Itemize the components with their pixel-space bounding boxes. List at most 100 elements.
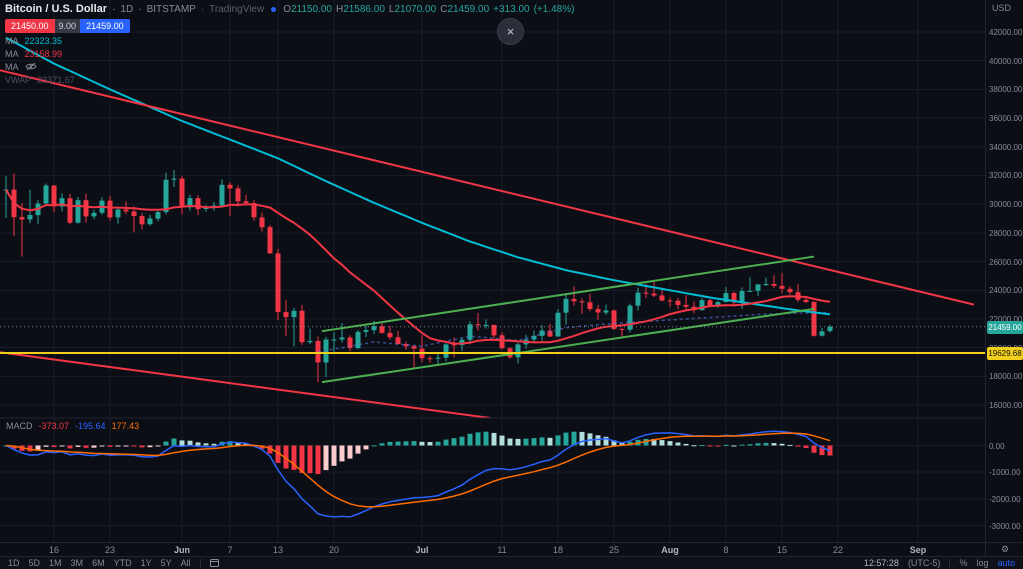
chart-area[interactable]: Bitcoin / U.S. Dollar · 1D · BITSTAMP · …: [0, 0, 985, 542]
macd-tick-label: -2000.00: [989, 495, 1021, 504]
time-tick-label: 23: [104, 545, 116, 555]
candlestick-chart[interactable]: [0, 0, 985, 542]
range-5y-button[interactable]: 5Y: [160, 558, 172, 568]
spread-value: 9.00: [54, 19, 81, 33]
price-tick-label: 30000.00: [989, 200, 1023, 209]
open-value: 21150.00: [290, 3, 332, 15]
price-tick-label: 40000.00: [989, 57, 1023, 66]
log-scale-button[interactable]: log: [976, 558, 989, 568]
symbol-title[interactable]: Bitcoin / U.S. Dollar: [5, 3, 108, 15]
vwap-label: VWAP: [5, 75, 32, 85]
symbol-row: Bitcoin / U.S. Dollar · 1D · BITSTAMP · …: [5, 3, 574, 15]
open-label: O: [283, 3, 291, 15]
separator: ·: [200, 3, 205, 15]
low-label: L: [388, 3, 395, 15]
price-tick-label: 28000.00: [989, 229, 1023, 238]
ma-label: MA: [5, 49, 19, 59]
range-1y-button[interactable]: 1Y: [140, 558, 152, 568]
range-5d-button[interactable]: 5D: [28, 558, 41, 568]
macd-signal-value: 177.43: [111, 421, 140, 431]
buy-price-button[interactable]: 21459.00: [80, 19, 130, 33]
vwap-row[interactable]: VWAP 23371.67: [5, 75, 574, 85]
close-label: C: [440, 3, 448, 15]
high-value: 21586.00: [343, 3, 385, 15]
macd-legend[interactable]: MACD -373.07 -195.64 177.43: [6, 421, 139, 431]
low-value: 21070.00: [394, 3, 437, 15]
time-tick-label: Aug: [661, 545, 679, 555]
time-tick-label: 11: [497, 545, 507, 555]
macd-tick-label: 0.00: [989, 442, 1005, 451]
change-percent: (+1.48%): [533, 3, 575, 15]
price-tick-label: 16000.00: [989, 401, 1023, 410]
high-label: H: [335, 3, 344, 15]
change-value: +313.00: [493, 3, 530, 15]
time-tick-label: 15: [776, 545, 788, 555]
time-tick-label: Sep: [909, 545, 927, 555]
chart-legend: Bitcoin / U.S. Dollar · 1D · BITSTAMP · …: [5, 3, 574, 85]
yellow-level-label: 19629.68: [987, 347, 1023, 360]
time-tick-label: 25: [608, 545, 620, 555]
eye-hidden-icon[interactable]: [24, 62, 37, 73]
interval-label[interactable]: 1D: [120, 3, 134, 15]
toolbar-divider: [949, 558, 951, 568]
range-6m-button[interactable]: 6M: [92, 558, 105, 568]
market-status-dot: [271, 6, 277, 12]
separator: ·: [138, 3, 142, 15]
ma-teal-value: 22323.35: [24, 36, 63, 46]
macd-tick-label: -3000.00: [989, 522, 1021, 531]
range-all-button[interactable]: All: [180, 558, 191, 568]
range-ytd-button[interactable]: YTD: [113, 558, 132, 568]
ma-hidden-row[interactable]: MA: [5, 62, 574, 72]
price-axis[interactable]: USD 42000.00 40000.00 38000.00 36000.00 3400…: [985, 0, 1023, 556]
price-tick-label: 24000.00: [989, 286, 1023, 295]
close-value: 21459.00: [447, 3, 490, 15]
clock[interactable]: 12:57:28: [863, 558, 899, 568]
currency-label[interactable]: USD: [992, 3, 1012, 13]
price-tick-label: 22000.00: [989, 315, 1023, 324]
ma-label: MA: [5, 36, 19, 46]
time-tick-label: 20: [328, 545, 340, 555]
range-1m-button[interactable]: 1M: [49, 558, 62, 568]
close-button[interactable]: ×: [497, 18, 524, 45]
price-tick-label: 32000.00: [989, 171, 1023, 180]
time-tick-label: 16: [48, 545, 60, 555]
timezone-label[interactable]: (UTC-5): [907, 558, 941, 568]
axis-settings-icon[interactable]: ⚙: [986, 542, 1023, 556]
sell-price-button[interactable]: 21450.00: [5, 19, 55, 33]
price-tick-label: 38000.00: [989, 85, 1023, 94]
bottom-toolbar: 1D 5D 1M 3M 6M YTD 1Y 5Y All 12:57:28 (U…: [0, 556, 1023, 569]
ma-red-row[interactable]: MA 23158.99: [5, 49, 574, 59]
macd-tick-label: -1000.00: [989, 468, 1021, 477]
macd-line-value: -195.64: [75, 421, 106, 431]
price-tick-label: 36000.00: [989, 114, 1023, 123]
trade-buttons: 21450.00 9.00 21459.00: [5, 19, 130, 33]
ohlc-values: O21150.00 H21586.00 L21070.00 C21459.00 …: [283, 4, 574, 15]
price-tick-label: 34000.00: [989, 143, 1023, 152]
ma-red-value: 23158.99: [24, 49, 63, 59]
range-1d-button[interactable]: 1D: [8, 558, 20, 568]
ma-teal-row[interactable]: MA 22323.35: [5, 36, 574, 46]
price-tick-label: 42000.00: [989, 28, 1023, 37]
vwap-value: 23371.67: [37, 75, 75, 85]
percent-scale-button[interactable]: %: [959, 558, 968, 568]
toolbar-divider: [199, 558, 201, 568]
time-tick-label: 18: [552, 545, 564, 555]
time-tick-label: 22: [832, 545, 844, 555]
time-tick-label: 8: [723, 545, 729, 555]
range-3m-button[interactable]: 3M: [70, 558, 84, 568]
macd-label: MACD: [6, 421, 33, 431]
price-tick-label: 26000.00: [989, 258, 1023, 267]
macd-hist-value: -373.07: [38, 421, 70, 431]
vendor-label[interactable]: TradingView: [209, 3, 265, 15]
time-axis[interactable]: 16 23 Jun 7 13 20 Jul 11 18 25 Aug 8 15 22 Sep: [0, 542, 985, 556]
separator: ·: [112, 3, 116, 15]
exchange-label[interactable]: BITSTAMP: [146, 3, 196, 15]
time-tick-label: Jul: [415, 545, 429, 555]
auto-scale-button[interactable]: auto: [997, 558, 1015, 568]
price-tick-label: 18000.00: [989, 372, 1023, 381]
time-tick-label: 13: [272, 545, 284, 555]
ma-label: MA: [5, 62, 19, 72]
go-to-date-icon[interactable]: [209, 558, 219, 569]
time-tick-label: 7: [227, 545, 233, 555]
